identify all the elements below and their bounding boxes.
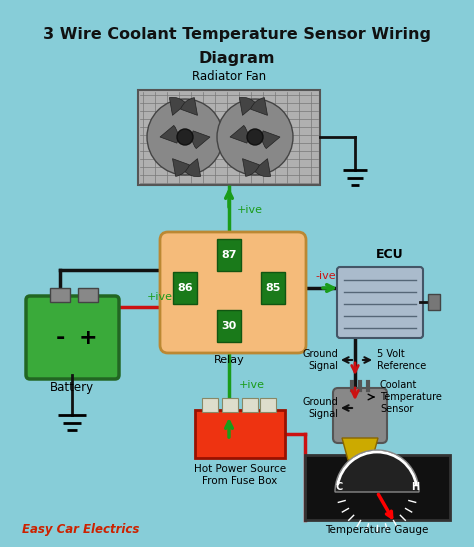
FancyBboxPatch shape — [138, 90, 320, 185]
Bar — [217, 310, 241, 342]
Polygon shape — [342, 438, 378, 460]
Text: Temperature Gauge: Temperature Gauge — [325, 525, 428, 535]
Text: Relay: Relay — [214, 355, 245, 365]
Bar — [173, 272, 197, 304]
Bar — [50, 288, 70, 302]
Bar — [242, 398, 258, 412]
Text: Battery: Battery — [50, 381, 94, 394]
Bar — [202, 398, 218, 412]
Text: 86: 86 — [177, 283, 193, 293]
Bar — [261, 272, 285, 304]
Wedge shape — [160, 125, 178, 143]
Circle shape — [147, 99, 223, 175]
Wedge shape — [239, 97, 256, 115]
FancyBboxPatch shape — [333, 388, 387, 443]
Text: +: + — [79, 328, 97, 348]
Bar — [195, 410, 285, 458]
Bar — [428, 294, 440, 310]
FancyBboxPatch shape — [26, 296, 119, 379]
Text: 87: 87 — [221, 250, 237, 260]
Wedge shape — [192, 131, 210, 149]
Wedge shape — [184, 159, 201, 177]
Wedge shape — [335, 450, 419, 492]
Bar — [305, 455, 450, 520]
Text: C: C — [336, 482, 343, 492]
Text: 85: 85 — [265, 283, 281, 293]
Text: 30: 30 — [221, 321, 237, 331]
Bar — [222, 398, 238, 412]
Text: Ground
Signal: Ground Signal — [302, 349, 338, 371]
Circle shape — [217, 99, 293, 175]
Text: -: - — [55, 328, 64, 348]
Bar — [217, 239, 241, 271]
FancyBboxPatch shape — [160, 232, 306, 353]
Circle shape — [177, 129, 193, 145]
Text: H: H — [411, 482, 419, 492]
Wedge shape — [173, 159, 190, 176]
Wedge shape — [262, 131, 280, 149]
Text: -ive: -ive — [316, 271, 337, 281]
Text: Coolant
Temperature
Sensor: Coolant Temperature Sensor — [380, 380, 442, 414]
Bar — [78, 288, 98, 302]
Text: +ive: +ive — [239, 380, 265, 390]
Wedge shape — [181, 97, 198, 115]
Text: 5 Volt
Reference: 5 Volt Reference — [377, 349, 426, 371]
Text: +ive: +ive — [237, 205, 263, 215]
FancyBboxPatch shape — [337, 267, 423, 338]
Wedge shape — [243, 159, 259, 176]
Wedge shape — [169, 97, 186, 115]
Text: ECU: ECU — [376, 247, 404, 260]
Text: Easy Car Electrics: Easy Car Electrics — [22, 523, 139, 537]
Text: Ground
Signal: Ground Signal — [302, 397, 338, 419]
Text: Diagram: Diagram — [199, 50, 275, 66]
Wedge shape — [254, 159, 271, 177]
Circle shape — [247, 129, 263, 145]
Text: 3 Wire Coolant Temperature Sensor Wiring: 3 Wire Coolant Temperature Sensor Wiring — [43, 27, 431, 43]
Bar — [260, 398, 276, 412]
Text: +ive: +ive — [147, 292, 173, 302]
Text: Radiator Fan: Radiator Fan — [192, 71, 266, 84]
Wedge shape — [251, 97, 267, 115]
Text: Hot Power Source
From Fuse Box: Hot Power Source From Fuse Box — [194, 464, 286, 486]
Wedge shape — [230, 125, 248, 143]
